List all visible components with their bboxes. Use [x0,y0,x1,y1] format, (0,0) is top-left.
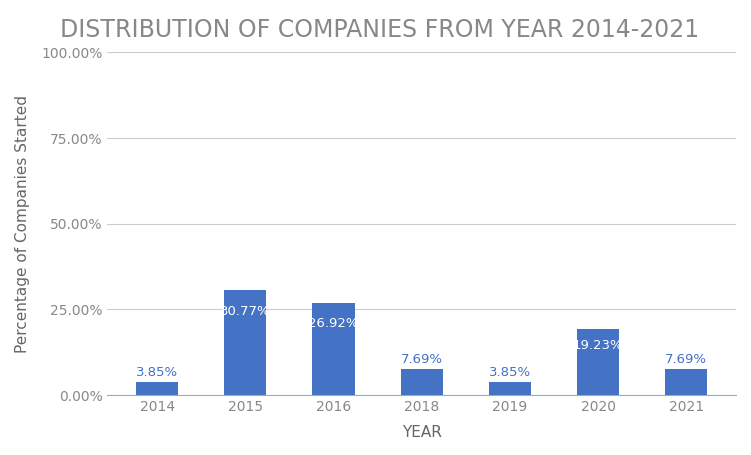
Bar [577,329,620,395]
X-axis label: YEAR: YEAR [402,425,442,440]
Text: 26.92%: 26.92% [308,317,359,329]
Y-axis label: Percentage of Companies Started: Percentage of Companies Started [15,95,30,353]
Text: DISTRIBUTION OF COMPANIES FROM YEAR 2014-2021: DISTRIBUTION OF COMPANIES FROM YEAR 2014… [60,18,699,42]
Text: 3.85%: 3.85% [489,366,531,379]
Bar [489,382,531,395]
Bar [224,289,267,395]
Bar [312,303,354,395]
Bar [136,382,178,395]
Bar [400,369,443,395]
Text: 19.23%: 19.23% [573,339,623,352]
Text: 30.77%: 30.77% [220,305,270,318]
Bar [665,369,707,395]
Text: 3.85%: 3.85% [136,366,178,379]
Text: 7.69%: 7.69% [665,353,707,366]
Text: 7.69%: 7.69% [401,353,442,366]
